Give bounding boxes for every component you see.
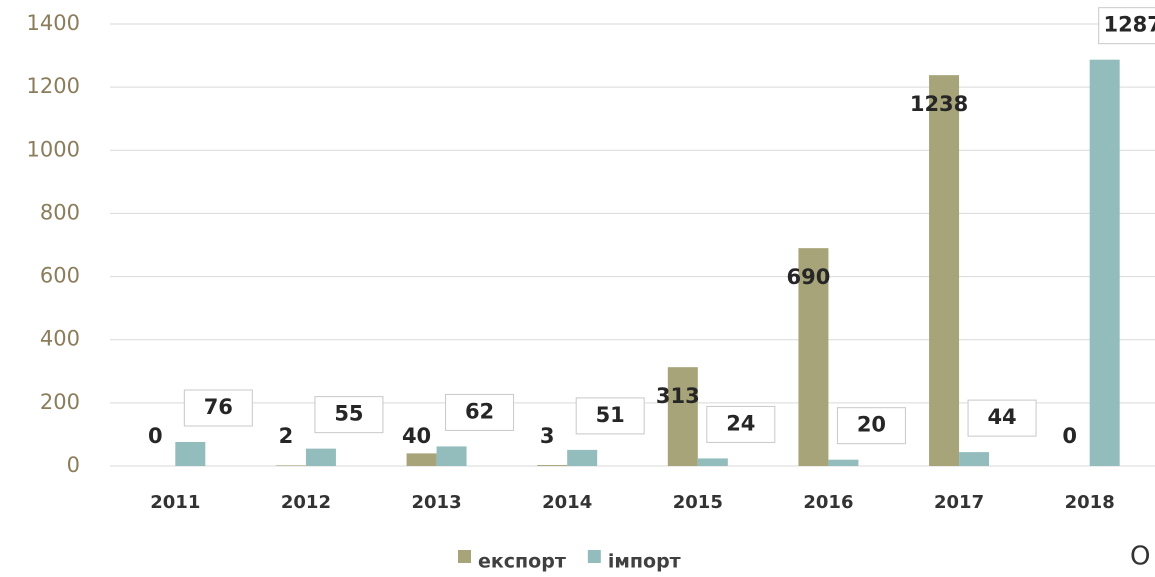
bar [697,458,728,466]
data-label-box [1098,7,1155,45]
data-label: 313 [656,384,700,408]
data-label: 0 [1062,424,1077,448]
data-label: 1238 [910,92,968,116]
x-tick-label: 2013 [412,492,462,513]
data-label: 55 [334,402,363,426]
data-label-box [314,396,384,434]
data-label: 40 [402,424,431,448]
y-tick-label: 800 [40,200,80,224]
bar [828,459,859,466]
y-tick-label: 600 [40,264,80,288]
y-tick-label: 1200 [27,74,80,98]
data-label-box [706,405,776,443]
bar [175,442,206,466]
data-label: 690 [787,265,831,289]
bar [275,465,306,466]
y-tick-label: 200 [40,390,80,414]
data-label: 0 [148,424,163,448]
data-label: 20 [857,413,886,437]
bar [798,248,829,466]
bar [929,75,960,466]
data-label-box [836,407,906,445]
y-tick-label: 1000 [27,137,80,161]
x-tick-label: 2017 [934,492,984,513]
data-label: 1287 [1103,13,1155,37]
data-label-box [575,397,645,435]
bar [406,453,437,466]
x-tick-label: 2016 [803,492,853,513]
data-label: 44 [987,405,1016,429]
y-tick-label: 1400 [27,11,80,35]
annotation: O [1130,542,1150,572]
data-label: 24 [726,411,755,435]
x-tick-label: 2015 [673,492,723,513]
data-label-box [183,389,253,427]
data-label: 62 [465,399,494,423]
data-label: 76 [204,395,233,419]
x-tick-label: 2018 [1065,492,1115,513]
x-tick-label: 2014 [542,492,592,513]
legend-swatch [587,550,601,563]
data-label: 51 [596,403,625,427]
legend-label: експорт [478,551,566,573]
y-tick-label: 0 [67,453,80,477]
bar [667,367,698,466]
bar [1089,59,1120,466]
x-tick-label: 2011 [150,492,200,513]
legend-swatch [458,550,471,563]
bar [959,452,990,466]
data-label: 2 [279,424,294,448]
bar [537,465,568,466]
data-label-box [445,393,515,431]
bar [305,448,336,466]
y-tick-label: 400 [40,327,80,351]
x-tick-label: 2012 [281,492,331,513]
data-label: 3 [540,424,555,448]
bar [567,449,598,466]
legend-label: імпорт [608,551,681,573]
bar [436,446,467,466]
data-label-box [967,399,1037,437]
